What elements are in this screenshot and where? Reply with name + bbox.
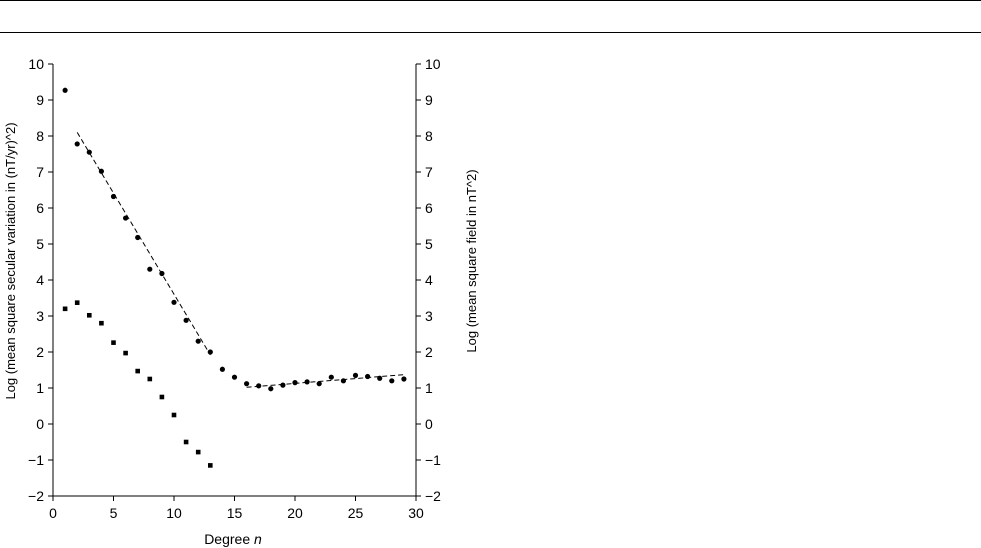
left-y-tick-label: 8 — [36, 128, 44, 144]
square-point — [171, 412, 177, 418]
left-y-tick-label: −2 — [28, 488, 44, 504]
square-point — [123, 350, 128, 356]
square-point — [147, 376, 153, 382]
circle-point — [123, 215, 129, 221]
left-y-tick-label: 0 — [36, 416, 44, 432]
left-y-tick-label: 7 — [36, 164, 44, 180]
circle-point — [316, 381, 322, 387]
left-y-tick-label: 4 — [36, 272, 44, 288]
circle-point — [244, 381, 250, 387]
fit-lines — [76, 132, 404, 388]
right-y-tick-label: 2 — [425, 344, 433, 360]
right-y-tick-label: −1 — [425, 452, 441, 468]
header-separator — [0, 32, 981, 33]
axes — [52, 64, 417, 497]
x-tick-label: 5 — [110, 505, 118, 521]
x-tick-label: 30 — [408, 505, 424, 521]
circle-point — [292, 380, 298, 386]
x-ticks: 0 5 10 15 20 25 30 — [49, 496, 424, 521]
square-point — [99, 320, 104, 326]
x-tick-label: 25 — [348, 505, 364, 521]
square-point — [135, 368, 140, 374]
circle-point — [147, 266, 153, 272]
left-y-tick-label: 5 — [36, 236, 44, 252]
circle-point — [328, 374, 334, 380]
right-y-ticks: −2 −1 0 1 2 3 4 5 6 7 8 9 10 — [416, 56, 441, 504]
x-tick-label: 20 — [287, 505, 303, 521]
data-points — [62, 87, 407, 468]
right-y-tick-label: 4 — [425, 272, 433, 288]
circle-point — [159, 270, 165, 277]
circle-point — [280, 382, 286, 388]
x-axis-label: Degree n — [204, 531, 262, 547]
left-y-tick-label: 2 — [36, 344, 44, 360]
y-axis-label-right: Log (mean square field in nT^2) — [464, 169, 479, 352]
square-point — [208, 463, 213, 468]
right-y-tick-label: −2 — [425, 488, 441, 504]
left-y-tick-label: 10 — [28, 56, 44, 72]
right-y-tick-label: 7 — [425, 164, 433, 180]
square-point — [62, 306, 68, 312]
x-tick-label: 10 — [166, 505, 182, 521]
left-y-tick-label: 9 — [36, 92, 44, 108]
square-point — [74, 300, 80, 305]
y-axis-label-left: Log (mean square secular variation in (n… — [3, 122, 18, 399]
x-axis-label-var: n — [254, 531, 262, 547]
circle-point — [98, 168, 104, 174]
x-tick-label: 0 — [49, 505, 57, 521]
circle-point — [352, 372, 359, 378]
circle-point — [340, 378, 346, 384]
circle-point — [365, 373, 371, 380]
right-y-tick-label: 6 — [425, 200, 433, 216]
left-y-tick-label: 3 — [36, 308, 44, 324]
circle-point — [86, 149, 92, 155]
top-rule — [0, 0, 981, 1]
left-y-ticks: −2 −1 0 1 2 3 4 5 6 7 8 9 10 — [28, 56, 53, 504]
right-y-tick-label: 0 — [425, 416, 433, 432]
circle-point — [183, 317, 189, 323]
right-y-tick-label: 1 — [425, 380, 433, 396]
right-y-tick-label: 8 — [425, 128, 433, 144]
circle-point — [62, 87, 68, 93]
circle-point — [268, 386, 274, 392]
circle-point — [110, 193, 117, 200]
square-point — [183, 439, 189, 445]
left-y-tick-label: −1 — [28, 452, 44, 468]
circle-point — [256, 383, 262, 389]
circle-point — [377, 375, 383, 381]
circle-point — [171, 299, 177, 305]
square-point — [195, 449, 201, 455]
circle-point — [135, 234, 141, 241]
circle-point — [195, 338, 201, 344]
circle-point — [219, 366, 225, 372]
left-y-tick-label: 1 — [36, 380, 44, 396]
right-y-tick-label: 3 — [425, 308, 433, 324]
right-y-tick-label: 10 — [425, 56, 441, 72]
right-y-tick-label: 5 — [425, 236, 433, 252]
circle-point — [389, 378, 395, 384]
fit-line-1 — [76, 132, 211, 356]
square-point — [159, 394, 165, 400]
right-y-tick-label: 9 — [425, 92, 433, 108]
circle-point — [304, 379, 310, 385]
square-point — [87, 312, 92, 318]
circle-point — [401, 376, 407, 382]
circle-point — [231, 374, 238, 380]
left-y-tick-label: 6 — [36, 200, 44, 216]
circle-point — [207, 349, 213, 355]
circle-point — [74, 141, 80, 147]
square-point — [111, 340, 116, 345]
x-axis-label-text: Degree — [204, 531, 250, 547]
x-tick-label: 15 — [227, 505, 243, 521]
